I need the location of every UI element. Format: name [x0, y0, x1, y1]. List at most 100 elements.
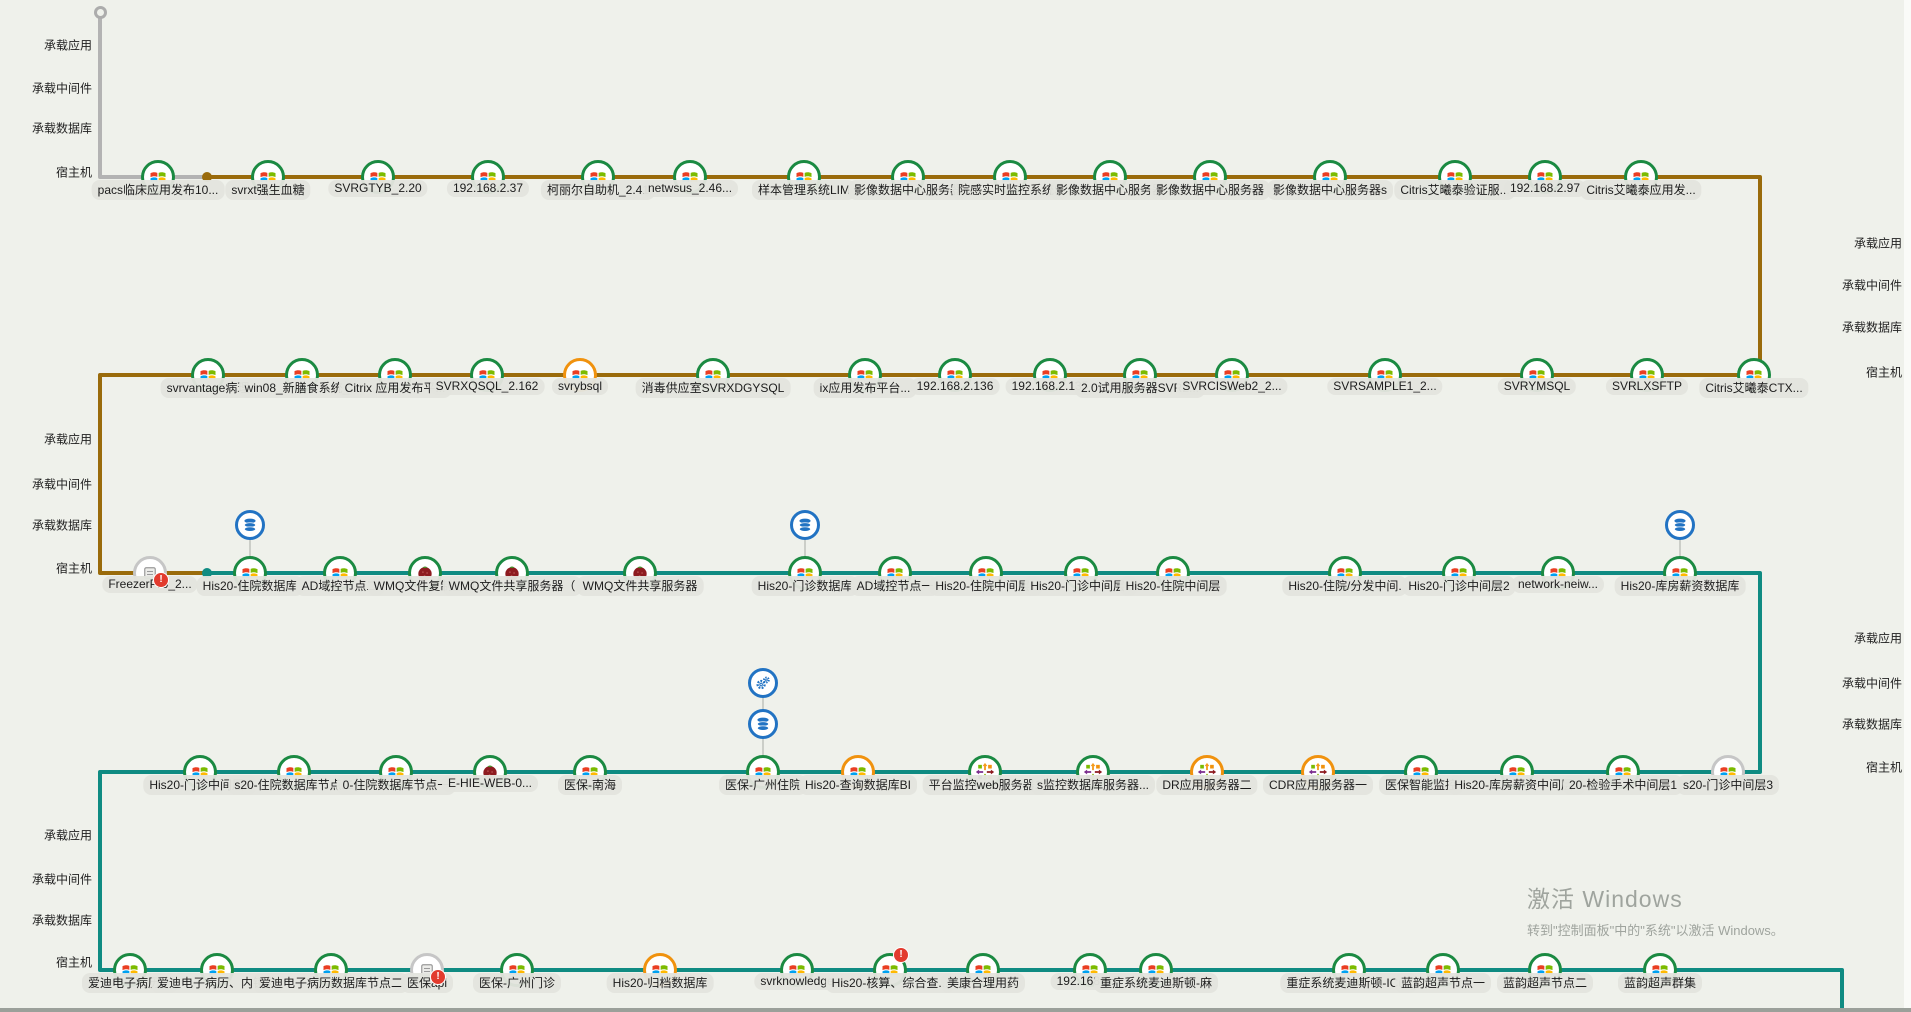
device-node[interactable]: 医保智能监控 [1378, 755, 1464, 795]
device-node[interactable]: 192.168.2.136 [910, 358, 1000, 395]
device-node[interactable]: SVRSAMPLE1_2... [1327, 358, 1443, 395]
device-node[interactable]: 爱迪电子病历、内镜数 [150, 953, 284, 993]
device-node[interactable]: network-neiw... [1511, 556, 1605, 593]
device-node[interactable]: AD域控节点一 [850, 556, 940, 596]
device-node[interactable]: His20-住院中间层 [1119, 556, 1227, 596]
device-node[interactable]: DR应用服务器二 [1156, 755, 1258, 795]
device-node[interactable]: His20-归档数据库 [606, 953, 714, 993]
device-node[interactable]: svrknowledge [754, 953, 840, 990]
device-node[interactable]: His20-查询数据库BI [798, 755, 918, 795]
device-node[interactable]: 蓝韵超声节点二 [1496, 953, 1594, 993]
window-right-edge [1904, 0, 1911, 1012]
device-node[interactable]: WMQ文件共享服务器（ [442, 556, 582, 596]
device-node[interactable]: His20-库房薪资数据库 [1614, 556, 1746, 596]
device-node[interactable]: 医保-广州住院 [719, 755, 807, 795]
device-node[interactable]: 院感实时监控系统S [951, 160, 1069, 200]
device-label: pacs临床应用发布10... [91, 180, 225, 200]
device-node[interactable]: His20-住院数据库 [196, 556, 304, 596]
hosted-database-icon[interactable] [235, 510, 265, 540]
device-node[interactable]: His20-门诊中间层1 [1024, 556, 1138, 596]
hosted-database-icon[interactable] [748, 709, 778, 739]
device-node[interactable]: SVRCISWeb2_2... [1176, 358, 1288, 395]
device-node[interactable]: 影像数据中心服务器 [1149, 160, 1271, 200]
device-node[interactable]: His20-库房薪资中间层1 [1448, 755, 1586, 795]
device-label: 影像数据中心服务器 [1049, 180, 1171, 200]
device-node[interactable]: s20-门诊中间层3 [1676, 755, 1780, 795]
device-label: 医保-南海 [558, 775, 622, 795]
device-node[interactable]: win08_新膳食系统_... [238, 358, 366, 398]
device-node[interactable]: SVRXQSQL_2.162 [429, 358, 545, 395]
device-node[interactable]: 消毒供应室SVRXDGYSQL [635, 358, 791, 398]
device-node[interactable]: WMQ文件共享服务器 [576, 556, 704, 596]
device-label: His20-住院中间层 [1119, 576, 1227, 596]
hosted-middleware-icon[interactable] [748, 668, 778, 698]
device-node[interactable]: 平台监控web服务器1 [922, 755, 1048, 795]
device-node[interactable]: svrxt强生血糖 [225, 160, 311, 200]
device-label: 重症系统麦迪斯顿-麻 [1094, 973, 1218, 993]
device-node[interactable]: 医保-南海 [558, 755, 622, 795]
device-node[interactable]: SVRGTYB_2.20 [328, 160, 428, 197]
device-node[interactable]: His20-门诊中间层2 [1402, 556, 1516, 596]
device-node[interactable]: 爱迪电子病历、 [81, 953, 179, 993]
device-node[interactable]: His20-门诊数据库 [751, 556, 859, 596]
device-node[interactable]: FreezerPro_2...! [102, 556, 198, 593]
axis-level-label: 承载应用 [43, 38, 92, 53]
device-node[interactable]: SVRYMSQL [1497, 358, 1577, 395]
device-label: His20-门诊中间层1 [1024, 576, 1138, 596]
device-node[interactable]: His20-核算、综合查...! [825, 947, 955, 993]
watermark-title: 激活 Windows [1527, 886, 1683, 912]
device-node[interactable]: 样本管理系统LIM [751, 160, 857, 200]
axis-level-label: 宿主机 [55, 561, 92, 576]
device-node[interactable]: 192.168.2.135 [1005, 358, 1095, 395]
device-node[interactable]: Citris艾曦泰验证服... [1394, 160, 1516, 200]
device-node[interactable]: WMQ文件复制工具 [367, 556, 483, 596]
device-node[interactable]: 0-住院数据库节点一 [336, 755, 456, 795]
device-node[interactable]: 蓝韵超声群集 [1617, 953, 1703, 993]
device-node[interactable]: s监控数据库服务器... [1030, 755, 1156, 795]
device-node[interactable]: SVRLXSFTP [1605, 358, 1689, 395]
device-node[interactable]: Citris艾曦泰应用发... [1580, 160, 1702, 200]
device-node[interactable]: 柯丽尔自助机_2.41 [540, 160, 656, 200]
device-node[interactable]: 医保-广州门诊 [473, 953, 561, 993]
alert-badge-icon: ! [893, 947, 909, 963]
device-node[interactable]: 医保api! [400, 953, 454, 993]
device-label: His20-查询数据库BI [798, 775, 918, 795]
device-node[interactable]: His20-住院/分发中间. [1282, 556, 1408, 596]
device-label: 消毒供应室SVRXDGYSQL [635, 378, 791, 398]
device-node[interactable]: CDR应用服务器一 [1263, 755, 1373, 795]
device-node[interactable]: Citrix 应用发布平... [338, 358, 452, 398]
device-node[interactable]: 影像数据中心服务器 [847, 160, 969, 200]
device-node[interactable]: 重症系统麦迪斯顿-麻 [1094, 953, 1218, 993]
device-node[interactable]: 美康合理用药 [940, 953, 1026, 993]
device-node[interactable]: 192.168.2.97 [1503, 160, 1587, 197]
hosted-database-icon[interactable] [1665, 510, 1695, 540]
device-node[interactable]: svrybsql [551, 358, 609, 395]
device-node[interactable]: 重症系统麦迪斯顿-ICu.. [1280, 953, 1418, 993]
device-node[interactable]: E-HIE-WEB-0... [441, 755, 539, 792]
device-node[interactable]: 影像数据中心服务器 [1049, 160, 1171, 200]
device-node[interactable]: pacs临床应用发布10... [91, 160, 225, 200]
device-label: svrxt强生血糖 [225, 180, 311, 200]
device-node[interactable]: 影像数据中心服务器s [1266, 160, 1394, 200]
device-label: 蓝韵超声群集 [1617, 973, 1703, 993]
device-node[interactable]: 爱迪电子病历数据库节点二 [252, 953, 410, 993]
device-node[interactable]: s20-住院数据库节点二 [228, 755, 360, 795]
device-node[interactable]: ix应用发布平台... [813, 358, 917, 398]
axis-level-label: 承载数据库 [31, 518, 92, 533]
device-node[interactable]: svrvantage病理 [160, 358, 256, 398]
device-node[interactable]: 蓝韵超声节点一 [1394, 953, 1492, 993]
device-node[interactable]: netwsus_2.46... [641, 160, 739, 197]
device-node[interactable]: 2.0试用服务器SVR2... [1074, 358, 1206, 398]
device-node[interactable]: Citris艾曦泰CTX... [1699, 358, 1809, 398]
device-node[interactable]: 20-检验手术中间层1 [1562, 755, 1684, 795]
device-label: FreezerPro_2... [102, 576, 198, 593]
hosted-database-icon[interactable] [790, 510, 820, 540]
device-label: 192.168.2.136 [910, 378, 1000, 395]
device-node[interactable]: 192.168.2.37 [446, 160, 530, 197]
device-label: 样本管理系统LIM [751, 180, 857, 200]
device-label: His20-住院中间层1 [929, 576, 1043, 596]
device-node[interactable]: His20-门诊中间层6 [143, 755, 257, 795]
device-node[interactable]: AD域控节点二 [295, 556, 385, 596]
device-node[interactable]: His20-住院中间层1 [929, 556, 1043, 596]
